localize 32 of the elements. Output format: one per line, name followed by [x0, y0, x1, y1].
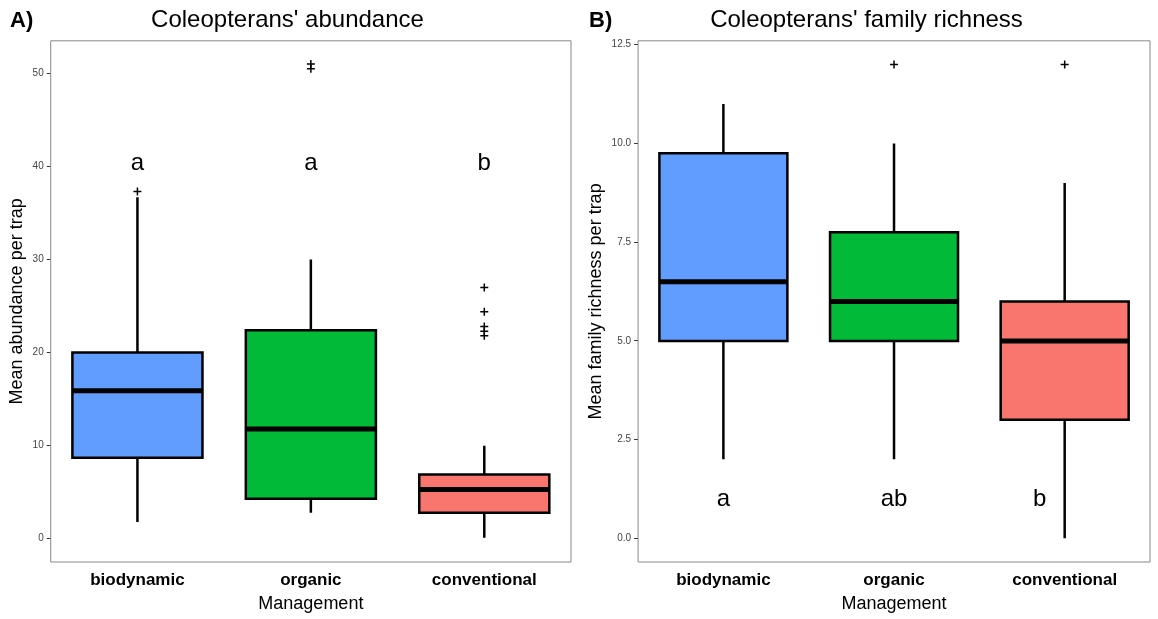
y-tick-label: 10.0: [611, 137, 632, 149]
y-tick-label: 7.5: [617, 235, 632, 247]
chart-title: Coleopterans' abundance: [151, 5, 424, 33]
y-axis-title: Mean abundance per trap: [5, 198, 26, 405]
text: A): [10, 7, 34, 33]
text: B): [589, 7, 613, 33]
y-axis-title: Mean family richness per trap: [584, 183, 605, 420]
y-tick-label: 5.0: [617, 334, 632, 346]
x-axis-title: Management: [258, 593, 364, 614]
y-tick-label: 20: [32, 346, 45, 358]
annotation: b: [1033, 484, 1047, 512]
x-tick-label: organic: [280, 569, 342, 589]
x-tick-label: organic: [863, 569, 925, 589]
x-tick-label: conventional: [1012, 569, 1118, 589]
x-tick-label: conventional: [431, 569, 537, 589]
x-tick-label: biodynamic: [90, 569, 185, 589]
chart-title: Coleopterans' family richness: [710, 5, 1023, 33]
annotation: b: [477, 147, 491, 175]
y-tick-label: 2.5: [617, 433, 632, 445]
annotation: a: [130, 147, 145, 175]
y-tick-label: 50: [32, 67, 45, 79]
y-tick-label: 10: [32, 439, 45, 451]
y-tick-label: 0: [38, 532, 45, 544]
annotation: a: [304, 147, 319, 175]
annotation: ab: [880, 484, 908, 512]
y-tick-label: 40: [32, 160, 45, 172]
annotation: a: [716, 484, 731, 512]
y-tick-label: 12.5: [611, 38, 632, 50]
x-axis-title: Management: [841, 593, 947, 614]
y-tick-label: 30: [32, 253, 45, 265]
y-tick-label: 0.0: [617, 532, 632, 544]
x-tick-label: biodynamic: [676, 569, 771, 589]
